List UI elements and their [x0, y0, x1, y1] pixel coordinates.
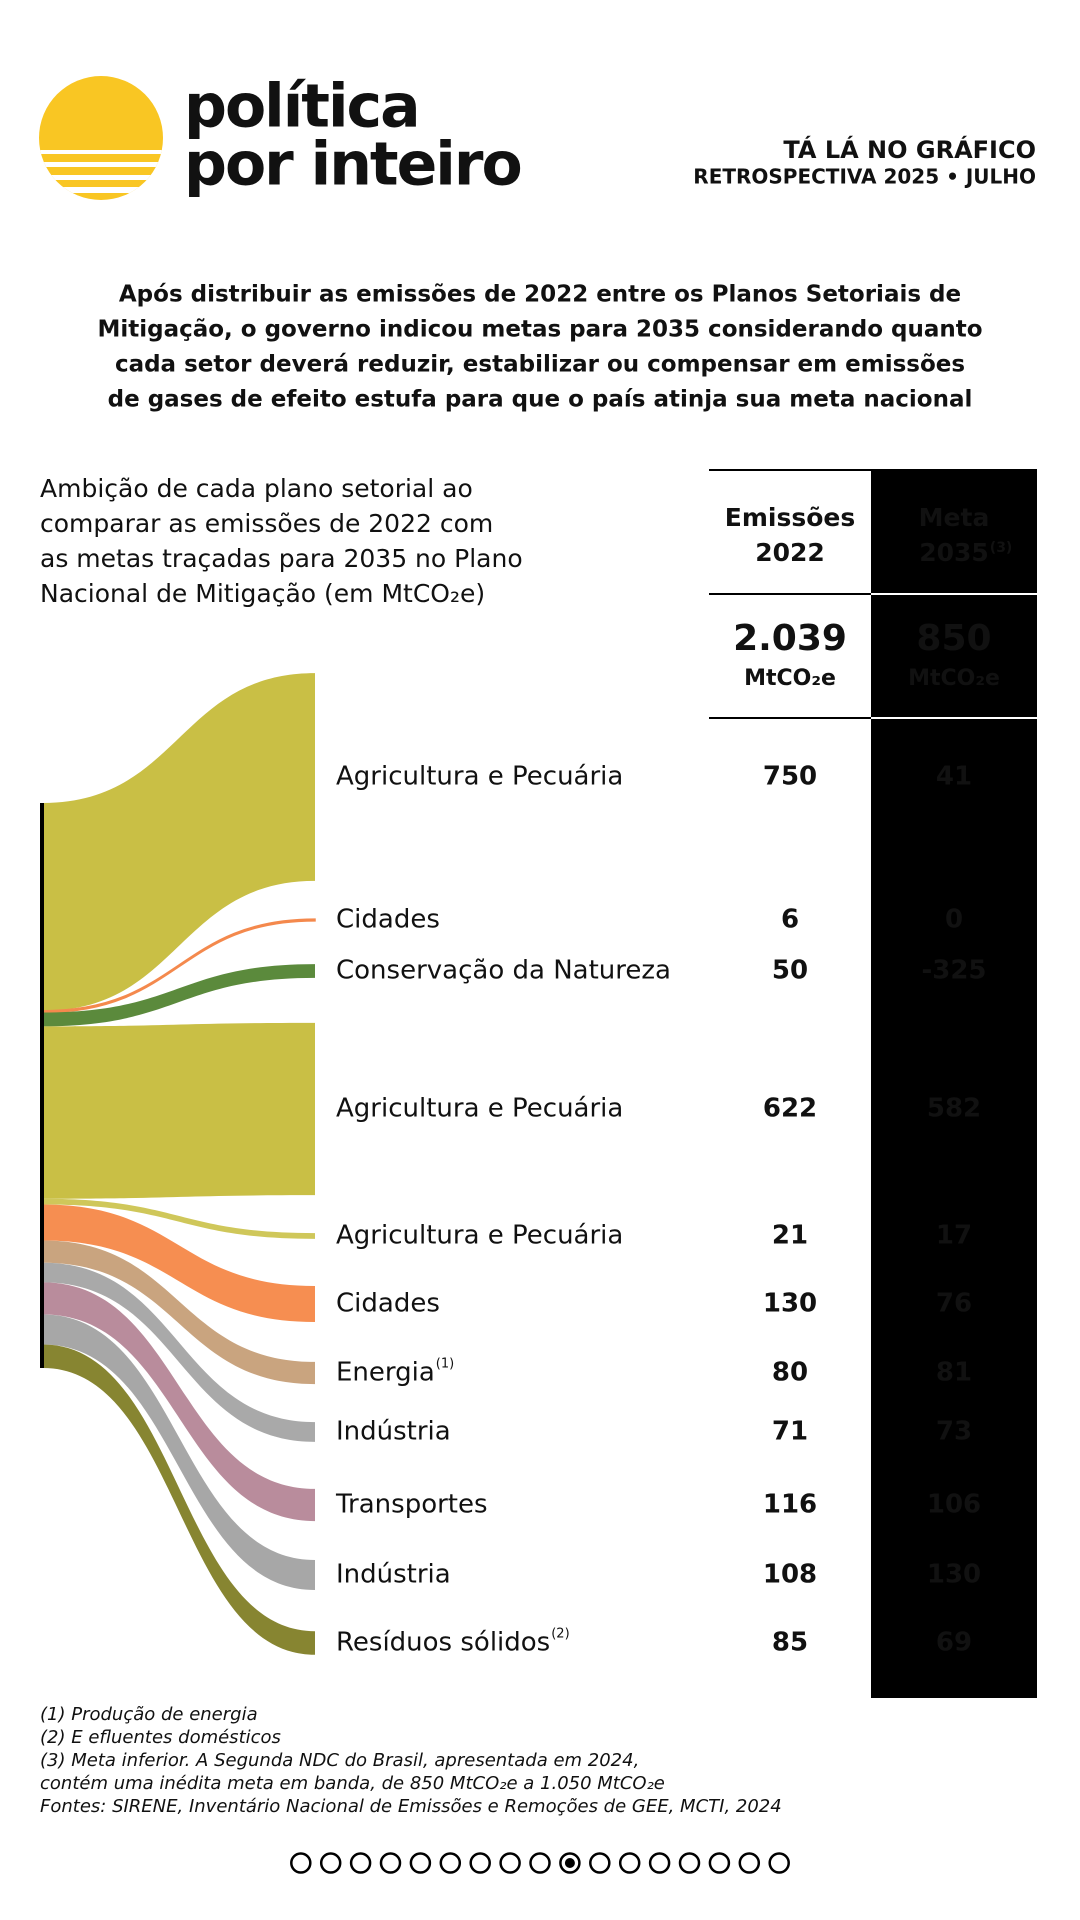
- page-dot[interactable]: [319, 1852, 342, 1874]
- footnote: Fontes: SIRENE, Inventário Nacional de E…: [40, 1796, 782, 1817]
- column-header: Meta 2035: [919, 503, 990, 567]
- table-value: 21: [772, 1221, 808, 1251]
- table-value: 116: [763, 1490, 817, 1520]
- intro-text: Após distribuir as emissões de 2022 entr…: [119, 282, 961, 308]
- brand-line: por inteiro: [184, 130, 521, 200]
- table-value: 71: [772, 1417, 808, 1447]
- sector-label: Conservação da Natureza: [336, 956, 671, 986]
- brand-line: política: [184, 72, 419, 142]
- sector-label: Indústria: [336, 1417, 451, 1447]
- footnote: (1) Produção de energia: [40, 1704, 258, 1725]
- kicker: TÁ LÁ NO GRÁFICO: [783, 135, 1036, 164]
- flow: [43, 1282, 315, 1522]
- sector-label: Agricultura e Pecuária: [336, 762, 623, 792]
- table-value: 622: [763, 1094, 817, 1124]
- total-value: 850: [916, 618, 991, 659]
- table-value: 130: [927, 1560, 981, 1590]
- sector-label: Agricultura e Pecuária: [336, 1094, 623, 1124]
- kicker-sub: RETROSPECTIVA 2025 • JULHO: [693, 165, 1036, 189]
- table-value: 73: [936, 1417, 972, 1447]
- flow: [43, 673, 315, 1011]
- sector-label: Cidades: [336, 905, 440, 935]
- table-value: 85: [772, 1628, 808, 1658]
- footnote-marker: (2): [551, 1627, 569, 1642]
- subtitle: Ambição de cada plano setorial ao: [40, 474, 473, 503]
- total-unit: MtCO₂e: [908, 666, 1000, 691]
- source-node: [40, 803, 44, 1368]
- flow: [43, 1344, 315, 1655]
- table-value: 76: [936, 1289, 972, 1319]
- page-dot[interactable]: [648, 1852, 671, 1874]
- page-dot[interactable]: [439, 1852, 462, 1874]
- table-value: 50: [772, 956, 808, 986]
- table-value: 750: [763, 762, 817, 792]
- page-dot[interactable]: [379, 1852, 402, 1874]
- page-dot[interactable]: [499, 1852, 521, 1874]
- table-value: 81: [936, 1358, 972, 1388]
- subtitle: comparar as emissões de 2022 com: [40, 509, 493, 538]
- sector-label: Resíduos sólidos: [336, 1628, 550, 1658]
- intro-text: cada setor deverá reduzir, estabilizar o…: [115, 352, 965, 378]
- footnote: contém uma inédita meta em banda, de 850…: [40, 1773, 665, 1794]
- page-dot[interactable]: [529, 1852, 551, 1874]
- page-dot[interactable]: [409, 1852, 432, 1874]
- total-unit: MtCO₂e: [744, 666, 836, 691]
- flow: [43, 1262, 315, 1442]
- sector-label: Indústria: [336, 1560, 451, 1590]
- flow: [42, 918, 316, 1014]
- table-value: 80: [772, 1358, 808, 1388]
- table-value: 0: [945, 905, 963, 935]
- sector-label: Agricultura e Pecuária: [336, 1221, 623, 1251]
- page-dot[interactable]: [708, 1852, 731, 1874]
- flow: [43, 1204, 315, 1323]
- table-value: 582: [927, 1094, 981, 1124]
- page-dot-active: [564, 1858, 575, 1868]
- table-value: 106: [927, 1490, 981, 1520]
- subtitle: as metas traçadas para 2035 no Plano: [40, 544, 523, 573]
- sector-label: Transportes: [335, 1490, 488, 1520]
- intro-text: de gases de efeito estufa para que o paí…: [108, 387, 973, 413]
- footnote: (3) Meta inferior. A Segunda NDC do Bras…: [40, 1750, 639, 1771]
- footnote: (2) E efluentes domésticos: [40, 1727, 281, 1748]
- page-dot[interactable]: [768, 1852, 790, 1874]
- page-dot[interactable]: [618, 1852, 641, 1874]
- flow: [43, 1240, 315, 1385]
- flow: [43, 1198, 315, 1239]
- page-dot[interactable]: [589, 1852, 611, 1874]
- flow: [43, 1022, 315, 1199]
- page-dot[interactable]: [738, 1852, 761, 1874]
- table-value: 130: [763, 1289, 817, 1319]
- flow: [43, 1314, 315, 1590]
- table-value: -325: [921, 956, 986, 986]
- meta-column: [871, 469, 1037, 1698]
- subtitle: Nacional de Mitigação (em MtCO₂e): [40, 579, 485, 608]
- page-dot[interactable]: [349, 1852, 372, 1874]
- table-value: 41: [936, 762, 972, 792]
- column-header: Emissões 2022: [725, 503, 855, 567]
- intro-text: Mitigação, o governo indicou metas para …: [97, 317, 982, 343]
- table-value: 6: [781, 905, 799, 935]
- table-value: 108: [763, 1560, 817, 1590]
- flow: [43, 964, 315, 1027]
- page-dot[interactable]: [290, 1852, 312, 1874]
- page-dot[interactable]: [678, 1852, 701, 1874]
- table-value: 69: [936, 1628, 972, 1658]
- logo: [39, 76, 163, 200]
- total-value: 2.039: [733, 618, 847, 659]
- sector-label: Cidades: [336, 1289, 440, 1319]
- sector-label: Energia: [336, 1358, 435, 1388]
- table-value: 17: [936, 1221, 972, 1251]
- page-dot[interactable]: [469, 1852, 491, 1874]
- footnote-marker: (3): [990, 540, 1013, 556]
- footnote-marker: (1): [436, 1357, 454, 1372]
